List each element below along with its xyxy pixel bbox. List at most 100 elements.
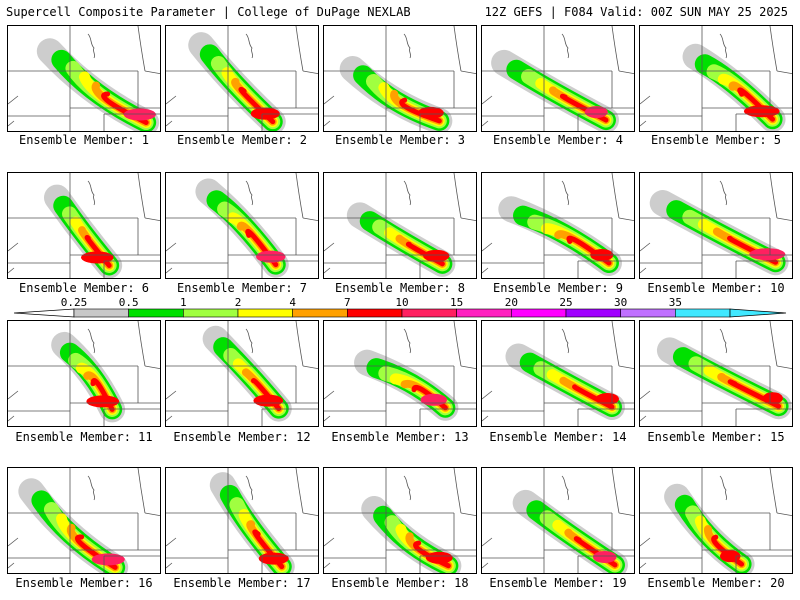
ensemble-member-map	[165, 467, 319, 574]
state-boundary	[144, 512, 160, 517]
ensemble-member-map	[7, 467, 161, 574]
ensemble-member-label: Ensemble Member: 3	[334, 133, 466, 147]
state-boundary	[324, 115, 387, 131]
scp-max-region	[258, 552, 289, 565]
member-map-canvas	[482, 321, 634, 426]
state-boundary	[640, 262, 703, 278]
state-boundary	[166, 242, 177, 274]
colorbar-tick-label: 1	[180, 296, 187, 309]
scp-max-region	[592, 550, 617, 563]
chart-title: Supercell Composite Parameter | College …	[6, 5, 411, 19]
state-boundary	[482, 390, 493, 422]
colorbar-left-arrow	[14, 308, 75, 318]
member-map-canvas	[324, 468, 476, 573]
state-boundary	[137, 468, 146, 514]
state-boundary	[769, 173, 778, 219]
state-boundary	[8, 115, 71, 131]
member-map-canvas	[8, 173, 160, 278]
state-boundary	[611, 321, 620, 367]
member-map-canvas	[8, 321, 160, 426]
state-boundary	[561, 33, 569, 59]
ensemble-member-label: Ensemble Member: 7	[176, 281, 308, 295]
state-boundary	[324, 242, 335, 274]
ensemble-member-map	[165, 320, 319, 427]
member-map-canvas	[166, 26, 318, 131]
state-boundary	[482, 115, 545, 131]
scp-max-region	[91, 553, 125, 566]
state-boundary	[453, 26, 462, 72]
state-boundary	[8, 95, 19, 127]
colorbar-tick-label: 25	[559, 296, 573, 309]
model-run-info: 12Z GEFS | F084 Valid: 00Z SUN MAY 25 20…	[484, 5, 788, 19]
state-boundary	[144, 70, 160, 75]
member-map-canvas	[482, 468, 634, 573]
ensemble-member-map	[639, 467, 793, 574]
colorbar-segment	[620, 308, 676, 318]
colorbar-tick-label: 30	[614, 296, 628, 309]
member-map-canvas	[324, 321, 476, 426]
ensemble-member-label: Ensemble Member: 10	[647, 281, 785, 295]
ensemble-member-map	[165, 172, 319, 279]
colorbar-segment	[401, 308, 457, 318]
scp-max-region	[417, 106, 444, 119]
colorbar-segment	[128, 308, 184, 318]
state-boundary	[453, 321, 462, 367]
state-boundary	[8, 262, 71, 278]
state-boundary	[640, 410, 703, 426]
state-boundary	[482, 95, 493, 127]
state-boundary	[618, 217, 634, 222]
state-boundary	[640, 115, 703, 131]
state-boundary	[295, 468, 304, 514]
state-boundary	[144, 365, 160, 370]
color-scale-legend: 0.25 0.5 1 2 4 7 10 15 20 25 30 35	[14, 296, 790, 318]
state-boundary	[166, 557, 229, 573]
colorbar-tick-label: 4	[289, 296, 296, 309]
member-map-canvas	[324, 173, 476, 278]
state-boundary	[324, 95, 335, 127]
state-boundary	[719, 475, 727, 501]
state-boundary	[166, 95, 177, 127]
state-boundary	[137, 173, 146, 219]
colorbar-segment	[183, 308, 239, 318]
member-map-canvas	[482, 26, 634, 131]
state-boundary	[561, 328, 569, 354]
state-boundary	[719, 180, 727, 206]
ensemble-member-map	[7, 320, 161, 427]
member-map-canvas	[640, 26, 792, 131]
state-boundary	[769, 468, 778, 514]
ensemble-member-map	[323, 320, 477, 427]
state-boundary	[460, 365, 476, 370]
state-boundary	[561, 180, 569, 206]
state-boundary	[482, 557, 545, 573]
state-boundary	[324, 557, 387, 573]
scp-max-region	[86, 395, 120, 408]
state-boundary	[8, 557, 71, 573]
ensemble-member-label: Ensemble Member: 12	[173, 430, 311, 444]
colorbar-segment	[73, 308, 129, 318]
ensemble-member-label: Ensemble Member: 9	[492, 281, 624, 295]
colorbar-tick-label: 10	[395, 296, 409, 309]
state-boundary	[482, 537, 493, 569]
state-boundary	[482, 410, 545, 426]
state-boundary	[302, 70, 318, 75]
scp-max-region	[743, 105, 780, 118]
colorbar-segment	[237, 308, 293, 318]
colorbar-segment	[456, 308, 512, 318]
state-boundary	[166, 537, 177, 569]
scp-max-region	[423, 249, 450, 262]
state-boundary	[324, 537, 335, 569]
ensemble-member-label: Ensemble Member: 4	[492, 133, 624, 147]
scp-max-region	[256, 250, 286, 263]
state-boundary	[245, 33, 253, 59]
state-boundary	[618, 70, 634, 75]
colorbar-tick-label: 2	[234, 296, 242, 309]
state-boundary	[245, 475, 253, 501]
state-boundary	[245, 328, 253, 354]
state-boundary	[776, 365, 792, 370]
state-boundary	[302, 365, 318, 370]
state-boundary	[776, 217, 792, 222]
state-boundary	[460, 217, 476, 222]
ensemble-member-label: Ensemble Member: 1	[18, 133, 150, 147]
state-boundary	[8, 537, 19, 569]
state-boundary	[640, 95, 651, 127]
